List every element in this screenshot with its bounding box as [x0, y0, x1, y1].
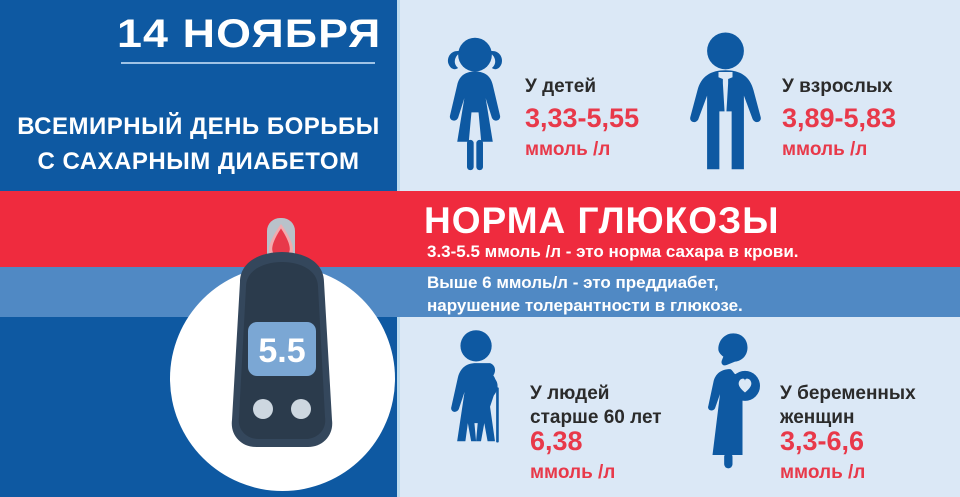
svg-text:5.5: 5.5 — [258, 332, 305, 370]
